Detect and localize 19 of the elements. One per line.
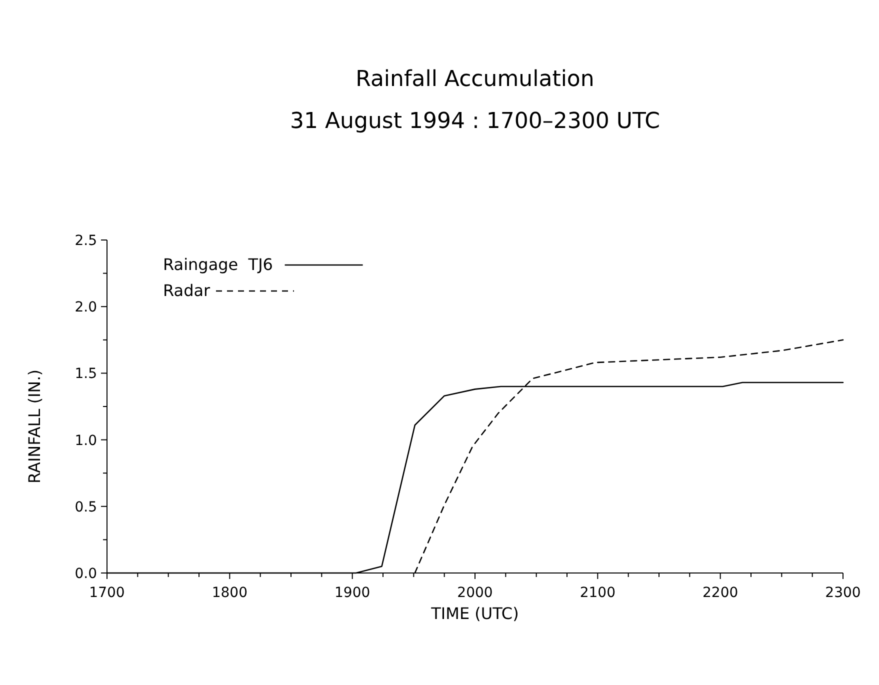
x-tick-label: 1700 <box>89 585 125 601</box>
legend-label: Raingage TJ6 <box>163 255 273 274</box>
chart-subtitle: 31 August 1994 : 1700–2300 UTC <box>290 109 660 134</box>
y-tick-label: 1.5 <box>74 366 97 382</box>
x-tick-label: 2100 <box>580 585 616 601</box>
y-axis-title: RAINFALL (IN.) <box>25 370 44 484</box>
x-tick-label: 1800 <box>212 585 248 601</box>
legend-label: Radar <box>163 281 211 300</box>
x-tick-label: 2200 <box>702 585 738 601</box>
x-tick-label: 1900 <box>334 585 370 601</box>
x-axis-title: TIME (UTC) <box>430 604 519 623</box>
x-tick-label: 2000 <box>457 585 493 601</box>
y-tick-label: 0.5 <box>74 499 97 516</box>
y-tick-label: 0.0 <box>74 566 97 582</box>
y-tick-label: 2.0 <box>74 300 97 316</box>
y-tick-label: 2.5 <box>74 233 97 249</box>
y-tick-label: 1.0 <box>74 432 97 449</box>
x-tick-label: 2300 <box>825 585 861 601</box>
chart-title: Rainfall Accumulation <box>356 67 594 92</box>
